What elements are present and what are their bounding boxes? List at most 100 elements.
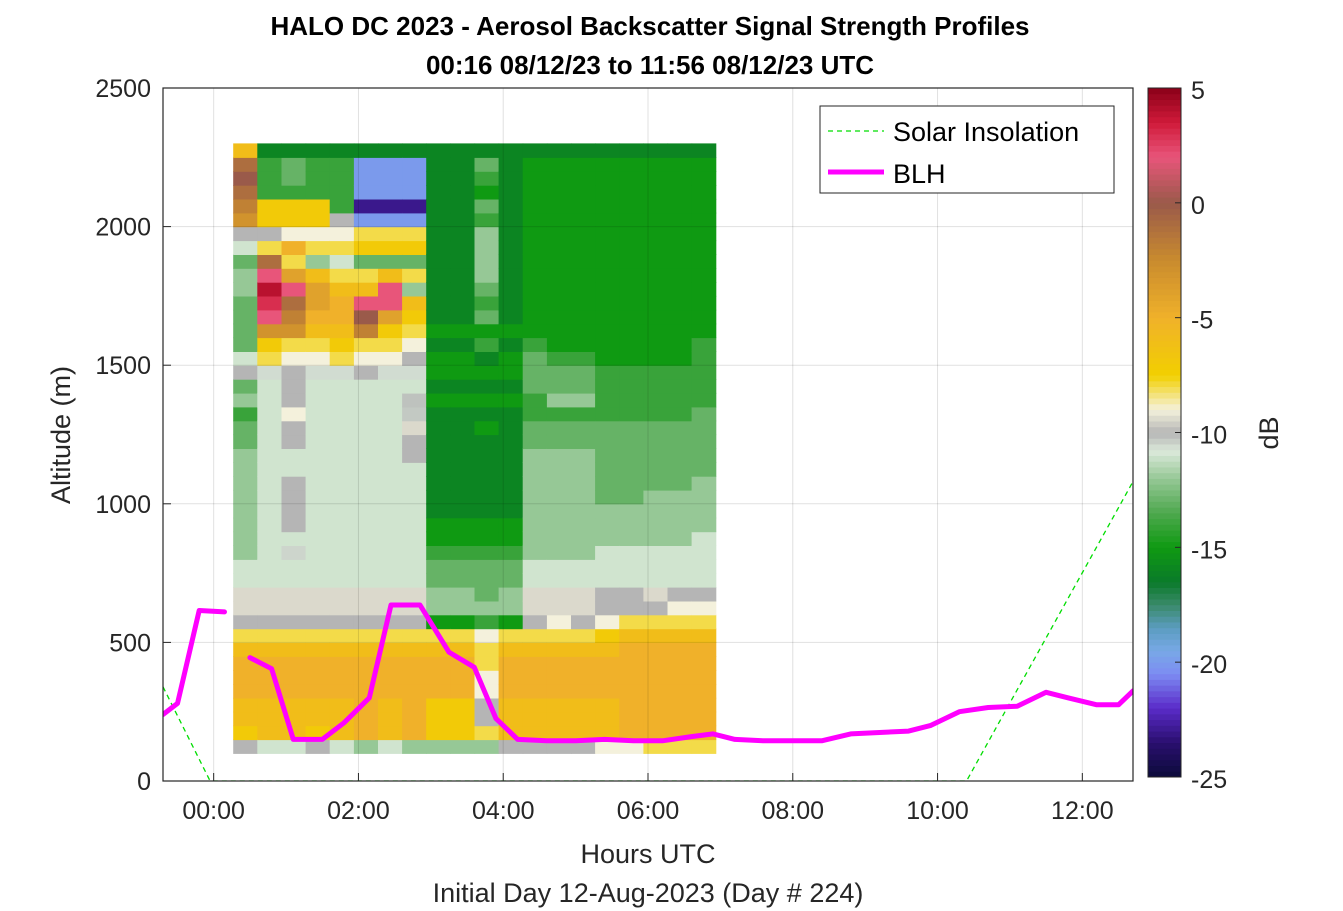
heatmap-cell [305, 517, 331, 533]
heatmap-cell [329, 545, 355, 560]
heatmap-cell [643, 212, 669, 228]
heatmap-cell [619, 545, 644, 560]
heatmap-cell [426, 531, 451, 546]
heatmap-cell [378, 587, 403, 602]
heatmap-cell [378, 489, 403, 505]
colorbar-tick-label: -10 [1191, 422, 1227, 450]
heatmap-cell [522, 545, 548, 560]
heatmap-cell [667, 462, 693, 477]
heatmap-cell [691, 323, 717, 339]
heatmap-cell [619, 600, 644, 616]
heatmap-cell [426, 545, 451, 560]
heatmap-cell [691, 226, 717, 242]
heatmap-cell [498, 337, 524, 352]
heatmap-cell [691, 351, 717, 366]
heatmap-cell [595, 697, 620, 713]
heatmap-cell [378, 268, 403, 283]
colorbar-band [1148, 265, 1181, 273]
heatmap-cell [667, 587, 693, 602]
heatmap-cell [281, 212, 307, 228]
colorbar-band [1148, 667, 1181, 675]
colorbar-band [1148, 369, 1181, 376]
heatmap-cell [571, 448, 596, 463]
heatmap-cell [233, 448, 258, 463]
heatmap-cell [595, 295, 620, 311]
heatmap-cell [474, 379, 500, 394]
colorbar-band [1148, 329, 1181, 336]
heatmap-cell [546, 365, 572, 380]
heatmap-cell [353, 323, 379, 339]
heatmap-cell [305, 185, 331, 200]
heatmap-cell [329, 323, 355, 339]
heatmap-cell [353, 254, 379, 269]
heatmap-cell [691, 420, 717, 436]
heatmap-cell [546, 489, 572, 505]
heatmap-cell [378, 282, 403, 297]
heatmap-cell [450, 711, 476, 727]
heatmap-cell [329, 392, 355, 408]
heatmap-cell [353, 476, 379, 491]
heatmap-cell [233, 323, 258, 339]
heatmap-cell [378, 143, 403, 158]
heatmap-cell [329, 642, 355, 657]
heatmap-cell [474, 614, 500, 630]
heatmap-cell [474, 226, 500, 242]
colorbar-band [1148, 489, 1181, 497]
heatmap-cell [378, 365, 403, 380]
heatmap-cell [426, 725, 451, 741]
heatmap-cell [353, 406, 379, 422]
heatmap-cell [281, 282, 307, 297]
series-blh [163, 608, 227, 717]
heatmap-cell [353, 171, 379, 186]
heatmap-cell [402, 642, 427, 657]
heatmap-cell [667, 420, 693, 436]
heatmap-cell [305, 198, 331, 214]
heatmap-cell [257, 226, 282, 242]
heatmap-cell [402, 559, 427, 574]
heatmap-cell [619, 212, 644, 228]
heatmap-cell [498, 711, 524, 727]
heatmap-cell [619, 489, 644, 505]
colorbar-band [1148, 455, 1181, 462]
heatmap-cell [546, 268, 572, 283]
colorbar-band [1148, 725, 1181, 732]
colorbar-band [1148, 88, 1181, 95]
heatmap-cell [329, 684, 355, 699]
heatmap-cell [595, 254, 620, 269]
heatmap-cell [474, 476, 500, 491]
heatmap-cell [498, 226, 524, 242]
colorbar-band [1148, 363, 1181, 370]
heatmap-cell [450, 559, 476, 574]
heatmap-cell [305, 323, 331, 339]
heatmap-cell [257, 503, 282, 519]
heatmap-cell [571, 587, 596, 602]
heatmap-cell [305, 614, 331, 630]
heatmap-cell [378, 711, 403, 727]
heatmap-cell [571, 171, 596, 186]
heatmap-cell [595, 212, 620, 228]
y-tick-label: 500 [109, 629, 151, 657]
heatmap-cell [426, 684, 451, 699]
heatmap-cell [595, 656, 620, 671]
heatmap-cell [619, 198, 644, 214]
heatmap-cell [546, 517, 572, 533]
heatmap-cell [257, 531, 282, 546]
heatmap-cell [522, 587, 548, 602]
heatmap-cell [378, 476, 403, 491]
heatmap-cell [233, 309, 258, 325]
heatmap-cell [329, 739, 355, 754]
heatmap-cell [450, 212, 476, 228]
heatmap-cell [474, 351, 500, 366]
heatmap-cell [426, 503, 451, 519]
colorbar-band [1148, 185, 1181, 192]
heatmap-cell [402, 254, 427, 269]
heatmap-cell [281, 406, 307, 422]
colorbar-band [1148, 581, 1181, 589]
heatmap-cell [329, 531, 355, 546]
heatmap-cell [329, 476, 355, 491]
heatmap-cell [522, 185, 548, 200]
colorbar-band [1148, 317, 1181, 324]
heatmap-cell [329, 587, 355, 602]
colorbar-band [1148, 449, 1181, 456]
colorbar-band [1148, 650, 1181, 657]
